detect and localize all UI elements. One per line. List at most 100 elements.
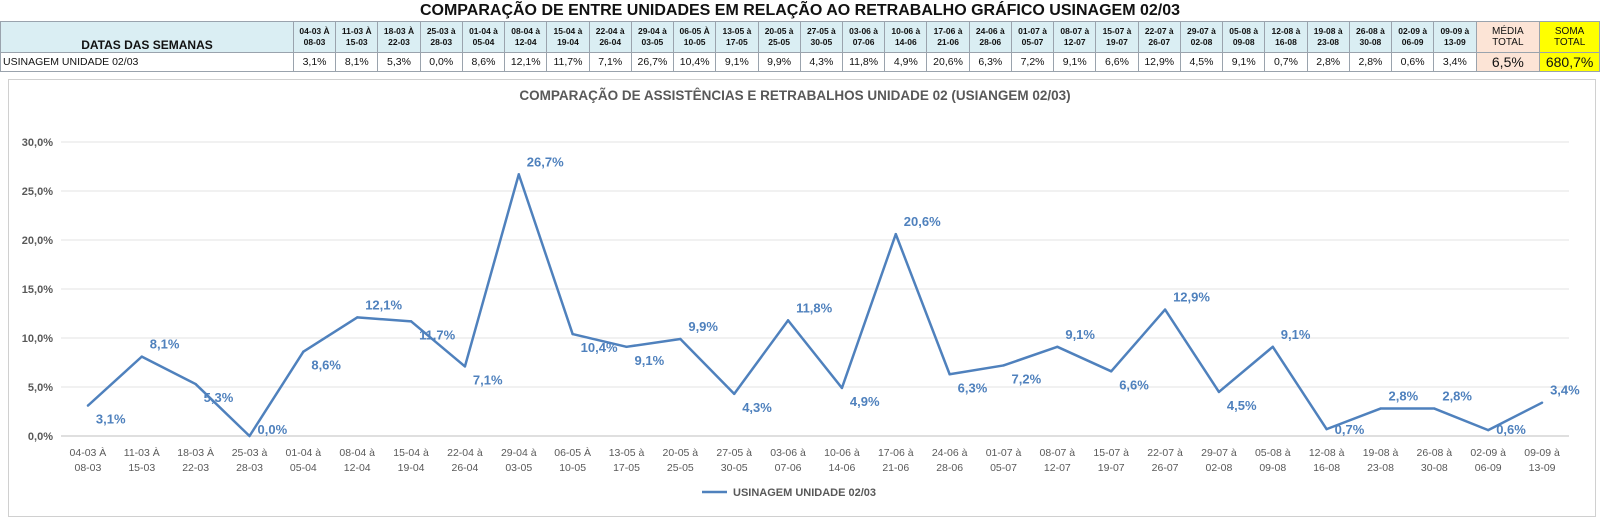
week-value-cell: 0,0%: [419, 52, 463, 72]
week-value-cell: 6,3%: [968, 52, 1012, 72]
x-tick-label: 05-07: [990, 462, 1017, 474]
data-point: [1217, 390, 1221, 394]
data-label: 4,5%: [1227, 398, 1257, 413]
x-tick-label: 10-05: [559, 462, 586, 474]
x-tick-label: 19-07: [1098, 462, 1125, 474]
data-point: [1163, 308, 1167, 311]
week-header-cell: 24-06 à 28-06: [968, 21, 1012, 53]
week-start: 02-09 à: [1398, 26, 1428, 36]
week-header-cell: 29-04 à 03-05: [630, 21, 675, 53]
week-start: 22-04 à: [595, 26, 625, 36]
week-value-cell: 9,1%: [1053, 52, 1097, 72]
data-label: 0,6%: [1496, 422, 1526, 437]
week-start: 09-09 à: [1440, 26, 1470, 36]
week-value-cell: 7,2%: [1010, 52, 1055, 72]
data-label: 10,4%: [581, 340, 618, 355]
x-tick-label: 01-07 à: [986, 447, 1022, 459]
week-start: 15-07 à: [1102, 26, 1132, 36]
data-point: [894, 232, 897, 236]
x-tick-label: 08-04 à: [339, 447, 375, 459]
week-start: 27-05 à: [806, 26, 836, 36]
data-point: [1271, 345, 1274, 349]
value-row: USINAGEM UNIDADE 02/03 3,1% 8,1% 5,3% 0,0% 8…: [0, 52, 1600, 72]
data-point: [1002, 364, 1005, 367]
data-label: 11,8%: [796, 300, 833, 315]
x-tick-label: 21-06: [882, 462, 909, 474]
week-start: 15-04 à: [553, 26, 583, 36]
soma-label-line1: SOMA: [1554, 26, 1585, 37]
week-start: 26-08 à: [1355, 26, 1385, 36]
week-header-cell: 06-05 À 10-05: [673, 21, 717, 53]
week-value-cell: 9,1%: [1222, 52, 1266, 72]
week-value-cell: 9,1%: [715, 52, 759, 72]
week-end: 25-05: [768, 37, 790, 47]
data-point: [356, 316, 359, 319]
y-tick-label: 0,0%: [28, 431, 53, 443]
week-value-cell: 26,7%: [630, 52, 675, 72]
week-header-cell: 15-04 à 19-04: [546, 21, 590, 53]
data-point: [463, 365, 467, 368]
week-start: 19-08 à: [1313, 26, 1343, 36]
chart-area: COMPARAÇÃO DE ASSISTÊNCIAS E RETRABALHOS…: [8, 79, 1596, 517]
x-tick-label: 02-09 à: [1470, 447, 1506, 459]
week-start: 04-03 À: [299, 26, 330, 36]
data-point: [409, 320, 413, 323]
x-tick-label: 15-04 à: [393, 447, 429, 459]
x-tick-label: 25-03 à: [232, 447, 268, 459]
x-tick-label: 10-06 à: [824, 447, 860, 459]
data-label: 4,3%: [742, 400, 772, 415]
week-value-cell: 7,1%: [588, 52, 632, 72]
x-tick-label: 19-04: [398, 462, 425, 474]
x-tick-label: 03-06 à: [770, 447, 806, 459]
legend-label: USINAGEM UNIDADE 02/03: [733, 487, 876, 499]
data-point: [679, 337, 682, 341]
week-start: 03-06 à: [849, 26, 879, 36]
week-header-cell: 27-05 à 30-05: [799, 21, 843, 53]
data-label: 2,8%: [1442, 389, 1472, 404]
week-end: 05-04: [472, 37, 495, 47]
week-end: 30-05: [810, 37, 833, 47]
x-tick-label: 06-05 À: [554, 446, 591, 459]
soma-label-line2: TOTAL: [1553, 37, 1586, 48]
series-line: [87, 173, 1543, 438]
week-end: 30-08: [1359, 37, 1382, 47]
y-tick-label: 30,0%: [22, 137, 53, 149]
week-start: 17-06 à: [933, 26, 963, 36]
data-label: 6,3%: [958, 380, 988, 395]
week-header-cell: 15-07 à 19-07: [1095, 21, 1139, 53]
week-start: 05-08 à: [1229, 26, 1259, 36]
week-end: 28-06: [979, 37, 1002, 47]
week-value-cell: 11,8%: [841, 52, 886, 72]
week-header-cell: 11-03 À 15-03: [335, 21, 379, 53]
week-start: 10-06 à: [891, 26, 921, 36]
data-label: 26,7%: [527, 154, 564, 169]
data-label: 9,1%: [1281, 327, 1311, 342]
soma-total-value: 680,7%: [1539, 52, 1600, 72]
week-value-cell: 3,4%: [1433, 52, 1477, 72]
week-header-cell: 13-05 à 17-05: [715, 21, 759, 53]
week-end: 09-08: [1232, 37, 1255, 47]
x-tick-label: 08-07 à: [1040, 447, 1076, 459]
x-tick-label: 08-03: [74, 462, 101, 474]
week-header-cell: 01-04 à 05-04: [461, 21, 506, 53]
data-label: 20,6%: [904, 214, 941, 229]
week-value-cell: 4,3%: [799, 52, 843, 72]
week-header-cell: 12-08 à 16-08: [1264, 21, 1308, 53]
week-header-cell: 04-03 À 08-03: [292, 21, 337, 53]
week-end: 06-09: [1401, 37, 1424, 47]
week-header-row: DATAS DAS SEMANAS 04-03 À 08-03 11-03 À 15-…: [0, 21, 1600, 53]
data-label: 2,8%: [1389, 389, 1419, 404]
x-tick-label: 17-06 à: [878, 447, 914, 459]
data-point: [1487, 428, 1490, 432]
x-tick-label: 05-04: [290, 462, 317, 474]
week-header-cell: 29-07 à 02-08: [1179, 21, 1224, 53]
x-tick-label: 30-08: [1421, 462, 1448, 474]
x-tick-label: 27-05 à: [716, 447, 752, 459]
week-value-cell: 10,4%: [673, 52, 717, 72]
week-value-cell: 0,6%: [1391, 52, 1435, 72]
week-start: 29-04 à: [638, 26, 667, 36]
x-tick-label: 28-03: [236, 462, 263, 474]
week-start: 08-07 à: [1060, 26, 1090, 36]
line-chart: COMPARAÇÃO DE ASSISTÊNCIAS E RETRABALHOS…: [22, 88, 1580, 499]
week-value-cell: 8,1%: [335, 52, 379, 72]
